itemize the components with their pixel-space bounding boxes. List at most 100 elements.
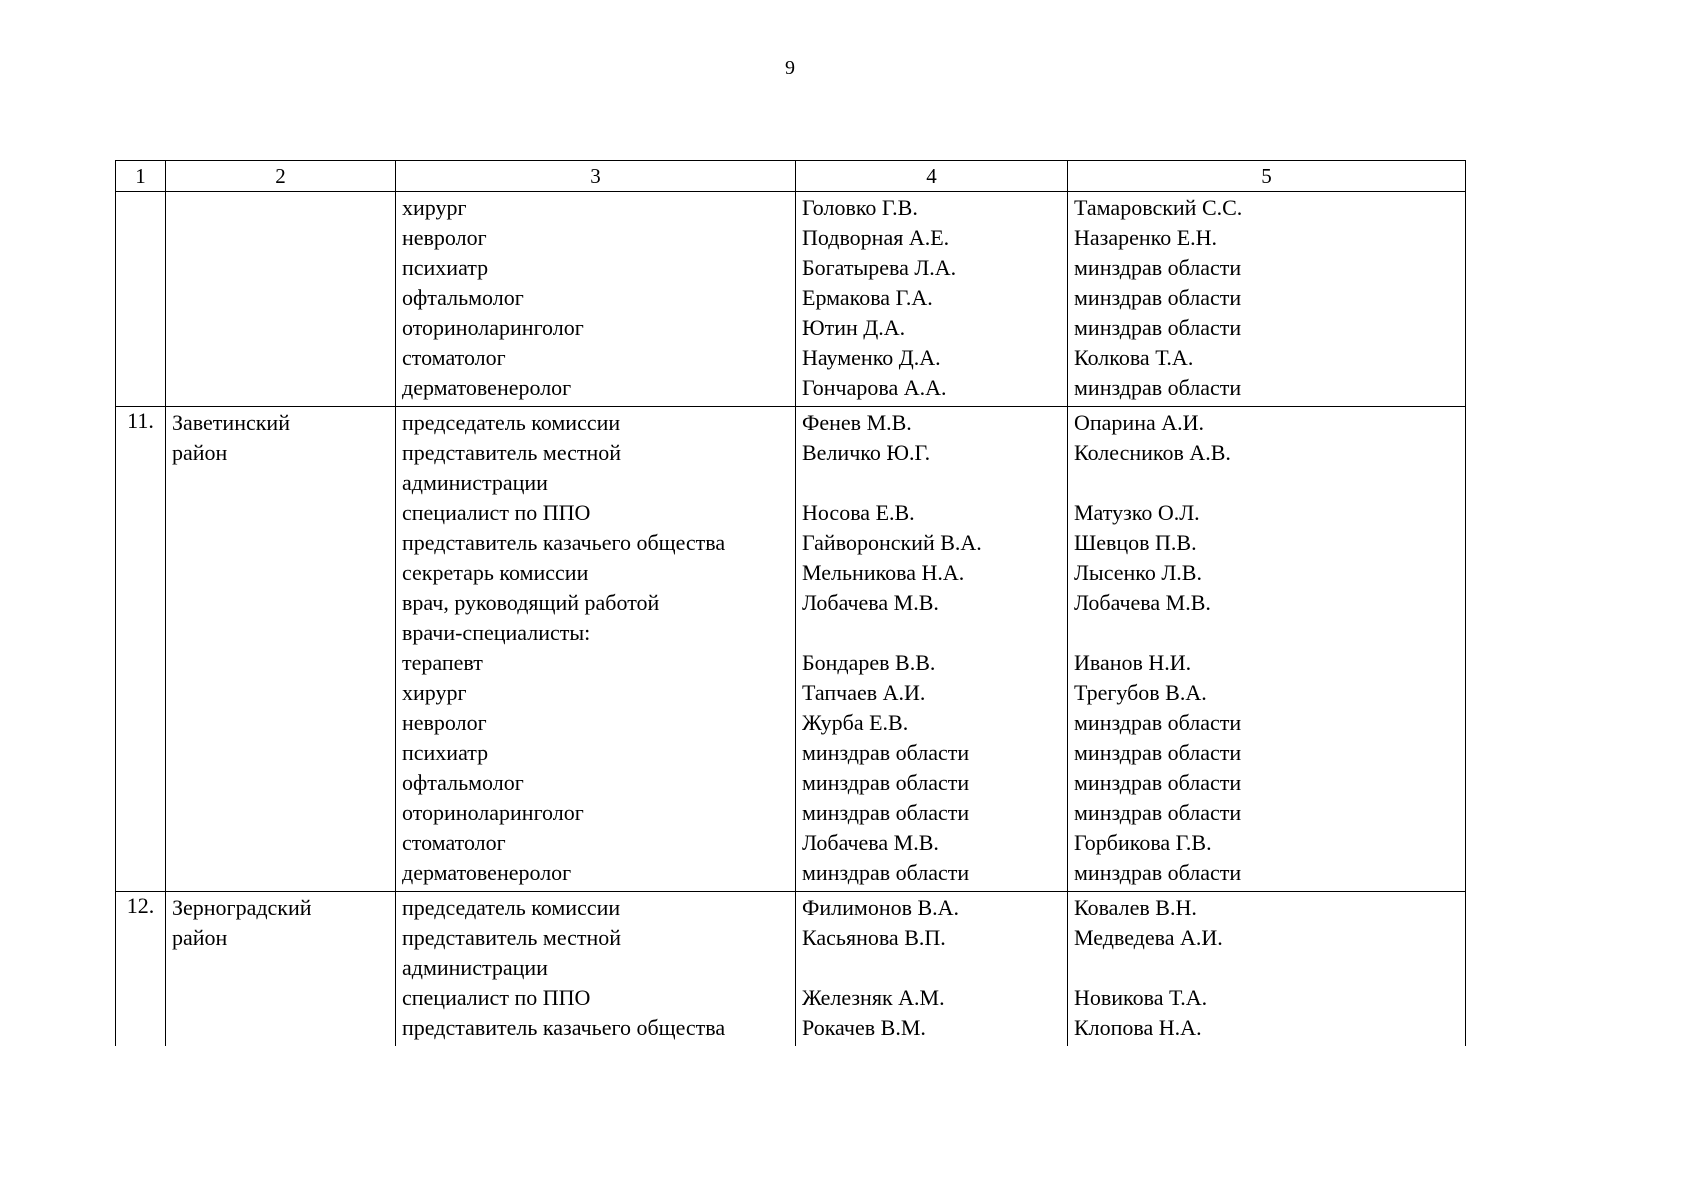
- table-body: хирург невролог психиатр офтальмолог оторино…: [115, 191, 1466, 1046]
- role-line: хирург: [402, 195, 467, 220]
- column-header-1: 1: [115, 160, 166, 192]
- appointer-line: Иванов Н.И.: [1074, 650, 1192, 675]
- appointer-line: минздрав области: [1074, 285, 1242, 310]
- appointer-line: [1074, 618, 1459, 648]
- role-line: специалист по ППО: [402, 500, 591, 525]
- district-line: район: [172, 925, 228, 950]
- role-line: стоматолог: [402, 345, 506, 370]
- role-line: специалист по ППО: [402, 985, 591, 1010]
- appointer-line: минздрав области: [1074, 800, 1242, 825]
- district-cell: Заветинский район: [165, 406, 396, 892]
- member-line: Подворная А.Е.: [802, 225, 950, 250]
- page-number: 9: [785, 57, 795, 79]
- role-line: оториноларинголог: [402, 315, 584, 340]
- role-line: представитель местной: [402, 925, 622, 950]
- column-header-3: 3: [395, 160, 796, 192]
- appointer-line: Опарина А.И.: [1074, 410, 1205, 435]
- role-line: представитель местной: [402, 440, 622, 465]
- member-line: Гайворонский В.А.: [802, 530, 982, 555]
- role-line: дерматовенеролог: [402, 860, 572, 885]
- appointer-line: Шевцов П.В.: [1074, 530, 1197, 555]
- appointer-line: Лобачева М.В.: [1074, 590, 1211, 615]
- appointer-line: минздрав области: [1074, 860, 1242, 885]
- member-line: Головко Г.В.: [802, 195, 918, 220]
- member-line: Ютин Д.А.: [802, 315, 906, 340]
- role-line: администрации: [402, 470, 548, 495]
- row-number-cell: [115, 191, 166, 407]
- district-cell: [165, 191, 396, 407]
- appointer-line: минздрав области: [1074, 710, 1242, 735]
- district-line: район: [172, 440, 228, 465]
- member-cell: Филимонов В.А. Касьянова В.П. Железняк А.…: [795, 891, 1068, 1046]
- role-cell: председатель комиссии представитель местн…: [395, 891, 796, 1046]
- appointer-line: Горбикова Г.В.: [1074, 830, 1212, 855]
- member-line: Тапчаев А.И.: [802, 680, 926, 705]
- member-line: Филимонов В.А.: [802, 895, 960, 920]
- column-header-5: 5: [1067, 160, 1466, 192]
- member-line: Железняк А.М.: [802, 985, 945, 1010]
- member-line: Бондарев В.В.: [802, 650, 936, 675]
- appointer-line: Колкова Т.А.: [1074, 345, 1194, 370]
- member-line: Лобачева М.В.: [802, 830, 939, 855]
- role-line: представитель казачьего общества: [402, 530, 726, 555]
- appointer-cell: Тамаровский С.С. Назаренко Е.Н. минздрав о…: [1067, 191, 1466, 407]
- member-line: Касьянова В.П.: [802, 925, 946, 950]
- appointer-line: минздрав области: [1074, 770, 1242, 795]
- member-line: [802, 468, 1061, 498]
- row-number-cell: 12.: [115, 891, 166, 1046]
- member-line: Науменко Д.А.: [802, 345, 941, 370]
- table-row: хирург невролог психиатр офтальмолог оторино…: [115, 191, 1466, 407]
- appointer-line: минздрав области: [1074, 740, 1242, 765]
- role-line: дерматовенеролог: [402, 375, 572, 400]
- appointer-line: Тамаровский С.С.: [1074, 195, 1243, 220]
- column-header-4: 4: [795, 160, 1068, 192]
- role-cell: хирург невролог психиатр офтальмолог оторино…: [395, 191, 796, 407]
- member-line: Журба Е.В.: [802, 710, 909, 735]
- member-line: минздрав области: [802, 770, 970, 795]
- member-line: [802, 953, 1061, 983]
- appointer-line: Медведева А.И.: [1074, 925, 1223, 950]
- role-line: невролог: [402, 225, 487, 250]
- appointer-line: минздрав области: [1074, 375, 1242, 400]
- role-line: администрации: [402, 955, 548, 980]
- member-line: Фенев М.В.: [802, 410, 912, 435]
- table-row: 11. Заветинский район председатель комиссии…: [115, 406, 1466, 892]
- appointer-line: [1074, 468, 1459, 498]
- role-line: стоматолог: [402, 830, 506, 855]
- appointer-line: Назаренко Е.Н.: [1074, 225, 1218, 250]
- member-line: Мельникова Н.А.: [802, 560, 965, 585]
- member-line: [802, 618, 1061, 648]
- appointer-line: Ковалев В.Н.: [1074, 895, 1197, 920]
- member-cell: Головко Г.В. Подворная А.Е. Богатырева Л.А…: [795, 191, 1068, 407]
- appointer-cell: Опарина А.И. Колесников А.В. Матузко О.Л.…: [1067, 406, 1466, 892]
- member-line: Ермакова Г.А.: [802, 285, 933, 310]
- district-line: Заветинский: [172, 410, 290, 435]
- appointer-cell: Ковалев В.Н. Медведева А.И. Новикова Т.А.…: [1067, 891, 1466, 1046]
- role-line: хирург: [402, 680, 467, 705]
- appointer-line: минздрав области: [1074, 315, 1242, 340]
- district-line: Зерноградский: [172, 895, 312, 920]
- role-line: терапевт: [402, 650, 483, 675]
- member-line: минздрав области: [802, 800, 970, 825]
- appointer-line: [1074, 953, 1459, 983]
- member-line: минздрав области: [802, 860, 970, 885]
- member-line: Лобачева М.В.: [802, 590, 939, 615]
- appointer-line: Трегубов В.А.: [1074, 680, 1207, 705]
- role-cell: председатель комиссии представитель местн…: [395, 406, 796, 892]
- appointer-line: Колесников А.В.: [1074, 440, 1231, 465]
- column-header-2: 2: [165, 160, 396, 192]
- role-line: врачи-специалисты:: [402, 620, 591, 645]
- row-number-cell: 11.: [115, 406, 166, 892]
- appointer-line: Клопова Н.А.: [1074, 1015, 1202, 1040]
- role-line: невролог: [402, 710, 487, 735]
- role-line: врач, руководящий работой: [402, 590, 660, 615]
- role-line: секретарь комиссии: [402, 560, 589, 585]
- role-line: представитель казачьего общества: [402, 1015, 726, 1040]
- member-line: минздрав области: [802, 740, 970, 765]
- member-cell: Фенев М.В. Величко Ю.Г. Носова Е.В. Гайвор…: [795, 406, 1068, 892]
- role-line: председатель комиссии: [402, 895, 621, 920]
